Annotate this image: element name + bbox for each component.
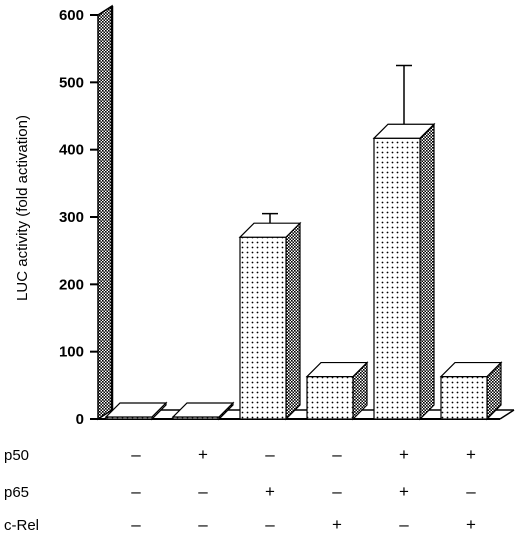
condition-sign-p65-4: –	[332, 482, 342, 501]
bar-front-3	[239, 236, 287, 420]
bar-3	[238, 212, 302, 421]
bar-5	[372, 64, 436, 421]
condition-sign-p50-1: –	[131, 445, 141, 464]
condition-sign-p65-2: –	[198, 482, 208, 501]
y-axis-wall	[97, 4, 113, 421]
y-tick-label-300: 300	[59, 209, 84, 226]
bar-top-6	[439, 361, 503, 378]
y-tick-labels: 0 100 200 300 400 500 600	[59, 7, 98, 428]
bar-4	[305, 361, 369, 421]
bar-top-1	[104, 402, 168, 418]
condition-sign-p65-5: +	[399, 482, 409, 501]
bar-1	[104, 401, 168, 421]
condition-sign-p50-3: –	[265, 445, 275, 464]
condition-sign-c-Rel-4: +	[332, 515, 342, 534]
condition-sign-c-Rel-5: –	[399, 515, 409, 534]
y-tick-label-200: 200	[59, 276, 84, 293]
y-tick-label-600: 600	[59, 7, 84, 24]
x-axis-corner	[499, 409, 515, 420]
axis-group	[97, 4, 515, 421]
condition-table: p50 – + – – + + p65 – – + – + – c-Rel – – – + – +	[4, 445, 476, 534]
bar-front-5	[373, 137, 421, 420]
condition-label-p65: p65	[4, 484, 29, 501]
y-axis-label: LUC activity (fold activation)	[14, 115, 31, 301]
condition-label-p50: p50	[4, 447, 29, 464]
y-tick-label-0: 0	[76, 411, 84, 428]
bar-side-5	[419, 122, 435, 421]
condition-sign-p65-3: +	[265, 482, 275, 501]
condition-sign-p50-2: +	[198, 445, 208, 464]
bar-top-4	[305, 361, 369, 378]
y-tick-label-400: 400	[59, 142, 84, 159]
bars-group	[104, 64, 503, 421]
condition-sign-p65-1: –	[131, 482, 141, 501]
condition-sign-p50-6: +	[466, 445, 476, 464]
condition-sign-p50-4: –	[332, 445, 342, 464]
bar-2	[171, 401, 235, 421]
bar-front-6	[440, 375, 488, 420]
condition-sign-p65-6: –	[466, 482, 476, 501]
condition-sign-c-Rel-2: –	[198, 515, 208, 534]
condition-label-c-Rel: c-Rel	[4, 517, 39, 534]
bar-top-3	[238, 222, 302, 238]
condition-sign-p50-5: +	[399, 445, 409, 464]
y-tick-label-100: 100	[59, 344, 84, 361]
y-tick-label-500: 500	[59, 74, 84, 91]
condition-sign-c-Rel-6: +	[466, 515, 476, 534]
condition-sign-c-Rel-1: –	[131, 515, 141, 534]
condition-sign-c-Rel-3: –	[265, 515, 275, 534]
bar-top-2	[171, 402, 235, 418]
bar-front-4	[306, 375, 354, 420]
bar-side-3	[285, 221, 301, 421]
bar-6	[439, 361, 503, 421]
bar-top-5	[372, 123, 436, 139]
